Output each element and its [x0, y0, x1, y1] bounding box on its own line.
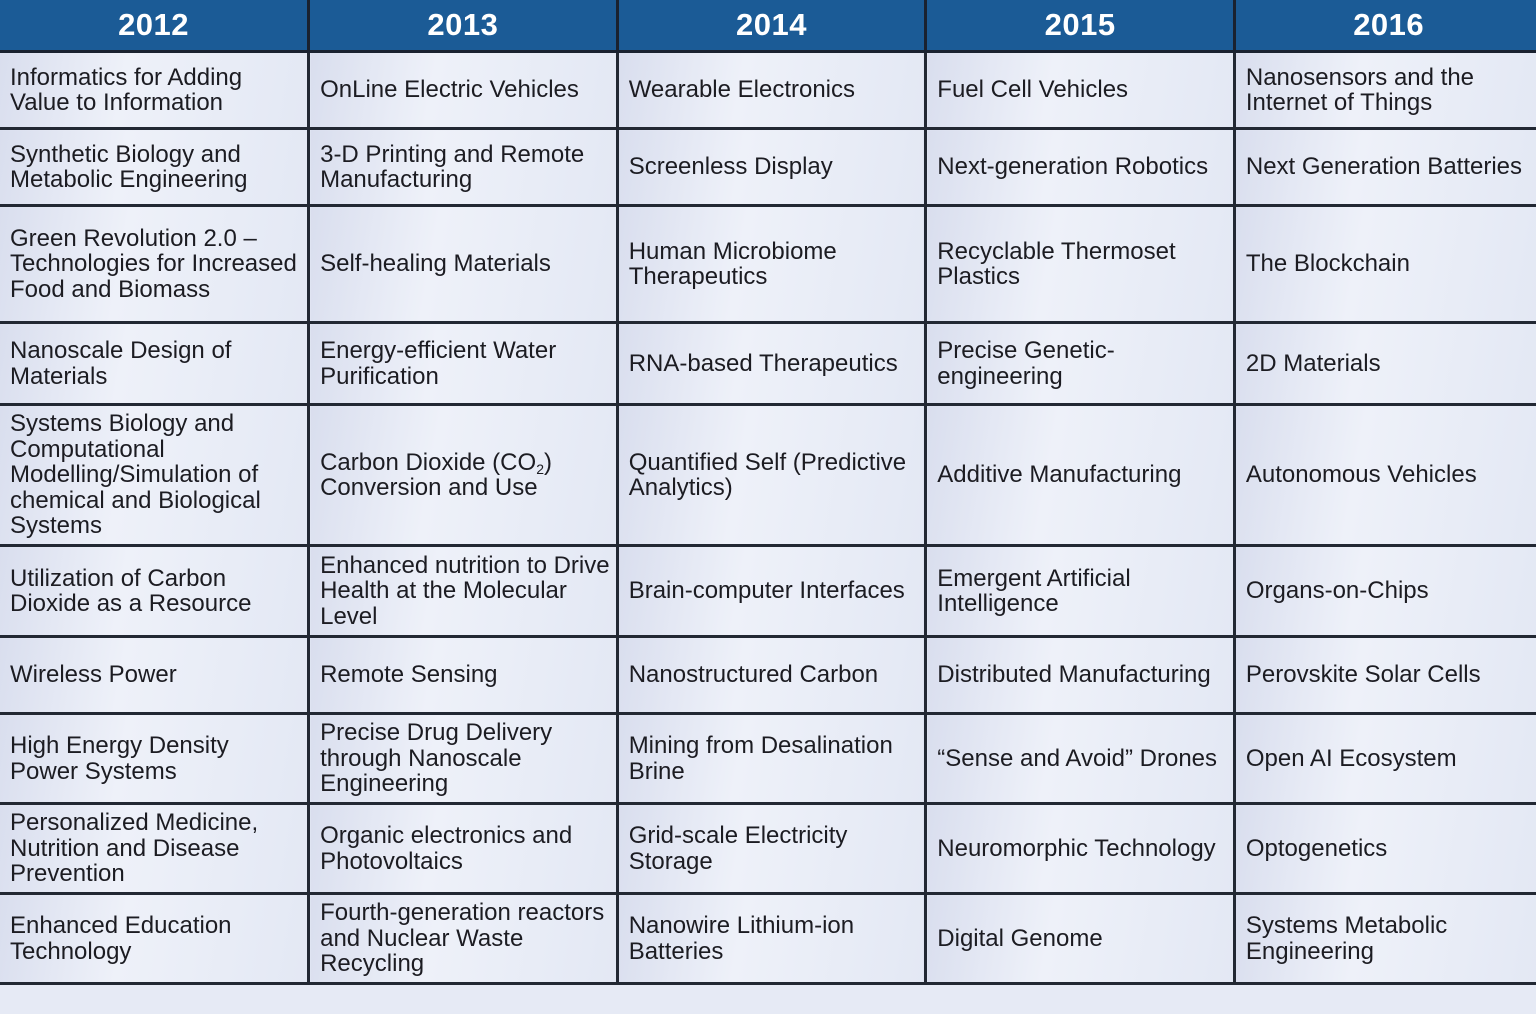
table-cell: OnLine Electric Vehicles: [307, 50, 619, 130]
table-cell: Optogenetics: [1232, 802, 1536, 895]
table-row: Utilization of Carbon Dioxide as a Resou…: [0, 544, 1536, 638]
column-header-2012: 2012: [0, 0, 311, 53]
table-cell: 2D Materials: [1232, 321, 1536, 406]
table-cell: Additive Manufacturing: [924, 403, 1236, 547]
table-cell: Nanostructured Carbon: [615, 635, 928, 715]
table-cell: High Energy Density Power Systems: [0, 712, 311, 805]
column-header-2015: 2015: [924, 0, 1236, 53]
table-cell: Nanowire Lithium-ion Batteries: [615, 892, 928, 985]
table-cell: Next-generation Robotics: [924, 127, 1236, 207]
table-cell: Enhanced Education Technology: [0, 892, 311, 985]
table-cell: Brain-computer Interfaces: [615, 544, 928, 638]
table-cell: “Sense and Avoid” Drones: [924, 712, 1236, 805]
column-header-2016: 2016: [1232, 0, 1536, 53]
table-cell: Carbon Dioxide (CO2) Conversion and Use: [307, 403, 619, 547]
table-row: Green Revolution 2.0 – Technologies for …: [0, 204, 1536, 324]
table-cell: Organic electronics and Photovoltaics: [307, 802, 619, 895]
table-cell: Enhanced nutrition to Drive Health at th…: [307, 544, 619, 638]
table-cell: Mining from Desalination Brine: [615, 712, 928, 805]
table-cell: Systems Metabolic Engineering: [1232, 892, 1536, 985]
table-row: Personalized Medicine, Nutrition and Dis…: [0, 802, 1536, 895]
table-cell: Neuromorphic Technology: [924, 802, 1236, 895]
table-row: Systems Biology and Computational Modell…: [0, 403, 1536, 547]
table-cell: Precise Genetic-engineering: [924, 321, 1236, 406]
table-cell: Recyclable Thermoset Plastics: [924, 204, 1236, 324]
table-cell: Fuel Cell Vehicles: [924, 50, 1236, 130]
table-row: Enhanced Education Technology Fourth-gene…: [0, 892, 1536, 985]
table-cell: Synthetic Biology and Metabolic Engineer…: [0, 127, 311, 207]
table-cell: Distributed Manufacturing: [924, 635, 1236, 715]
column-header-2013: 2013: [307, 0, 619, 53]
table-cell: Green Revolution 2.0 – Technologies for …: [0, 204, 311, 324]
table-cell: Nanosensors and the Internet of Things: [1232, 50, 1536, 130]
table-cell: Digital Genome: [924, 892, 1236, 985]
cell-text-pre: Carbon Dioxide (CO: [320, 448, 537, 476]
table-cell: Fourth-generation reactors and Nuclear W…: [307, 892, 619, 985]
column-header-2014: 2014: [615, 0, 928, 53]
table-cell: Precise Drug Delivery through Nanoscale …: [307, 712, 619, 805]
table-cell: Human Microbiome Therapeutics: [615, 204, 928, 324]
table-cell: Screenless Display: [615, 127, 928, 207]
table-cell: 3-D Printing and Remote Manufacturing: [307, 127, 619, 207]
table-cell: RNA-based Therapeutics: [615, 321, 928, 406]
table-cell: Self-healing Materials: [307, 204, 619, 324]
table-cell: Emergent Artificial Intelligence: [924, 544, 1236, 638]
table-cell: The Blockchain: [1232, 204, 1536, 324]
table-cell: Wearable Electronics: [615, 50, 928, 130]
table-cell: Utilization of Carbon Dioxide as a Resou…: [0, 544, 311, 638]
table-row: Wireless Power Remote Sensing Nanostructur…: [0, 635, 1536, 715]
table-cell: Grid-scale Electricity Storage: [615, 802, 928, 895]
table-row: Nanoscale Design of Materials Energy-effi…: [0, 321, 1536, 406]
emerging-technologies-table: 2012 2013 2014 2015 2016 Informatics for Add…: [0, 0, 1536, 985]
table-cell: Quantified Self (Predictive Analytics): [615, 403, 928, 547]
table-row: Informatics for Adding Value to Informat…: [0, 50, 1536, 130]
table-cell: Perovskite Solar Cells: [1232, 635, 1536, 715]
table-cell: Next Generation Batteries: [1232, 127, 1536, 207]
table-cell: Energy-efficient Water Purification: [307, 321, 619, 406]
cell-text-sub: 2: [536, 460, 544, 477]
table-cell: Informatics for Adding Value to Informat…: [0, 50, 311, 130]
table-cell: Open AI Ecosystem: [1232, 712, 1536, 805]
table-cell: Nanoscale Design of Materials: [0, 321, 311, 406]
table-cell: Wireless Power: [0, 635, 311, 715]
table-row: Synthetic Biology and Metabolic Engineer…: [0, 127, 1536, 207]
table-cell: Organs-on-Chips: [1232, 544, 1536, 638]
table-body: Informatics for Adding Value to Informat…: [0, 50, 1536, 985]
cell-text-post: ) Conversion and Use: [320, 448, 552, 501]
table-row: High Energy Density Power Systems Precise…: [0, 712, 1536, 805]
table-cell: Personalized Medicine, Nutrition and Dis…: [0, 802, 311, 895]
table-cell: Systems Biology and Computational Modell…: [0, 403, 311, 547]
header-row: 2012 2013 2014 2015 2016: [0, 0, 1536, 53]
table-cell: Autonomous Vehicles: [1232, 403, 1536, 547]
table-cell: Remote Sensing: [307, 635, 619, 715]
